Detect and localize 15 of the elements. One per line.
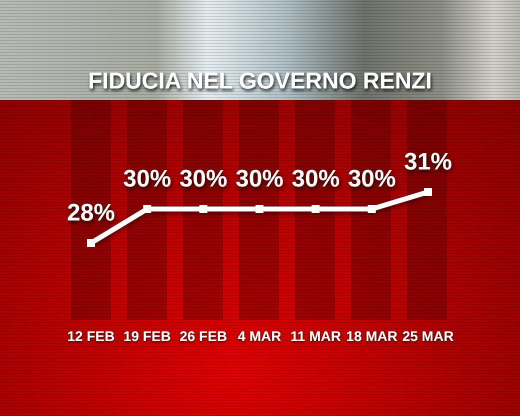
data-label: 30% [292, 166, 340, 192]
x-tick-label: 25 MAR [402, 328, 454, 344]
x-tick-label: 26 FEB [180, 328, 228, 344]
x-tick-label: 19 FEB [123, 328, 171, 344]
x-tick-label: 11 MAR [290, 328, 341, 344]
data-label: 31% [404, 148, 452, 176]
x-tick-label: 12 FEB [67, 328, 115, 344]
data-label: 30% [123, 166, 172, 192]
x-tick-label: 18 MAR [346, 328, 398, 344]
data-label: 30% [235, 166, 284, 192]
chart-title: FIDUCIA NEL GOVERNO RENZI [88, 68, 432, 94]
data-label: 30% [348, 166, 396, 192]
x-tick-label: 4 MAR [238, 328, 282, 344]
data-label: 30% [179, 166, 228, 192]
data-label: 28% [66, 200, 116, 226]
